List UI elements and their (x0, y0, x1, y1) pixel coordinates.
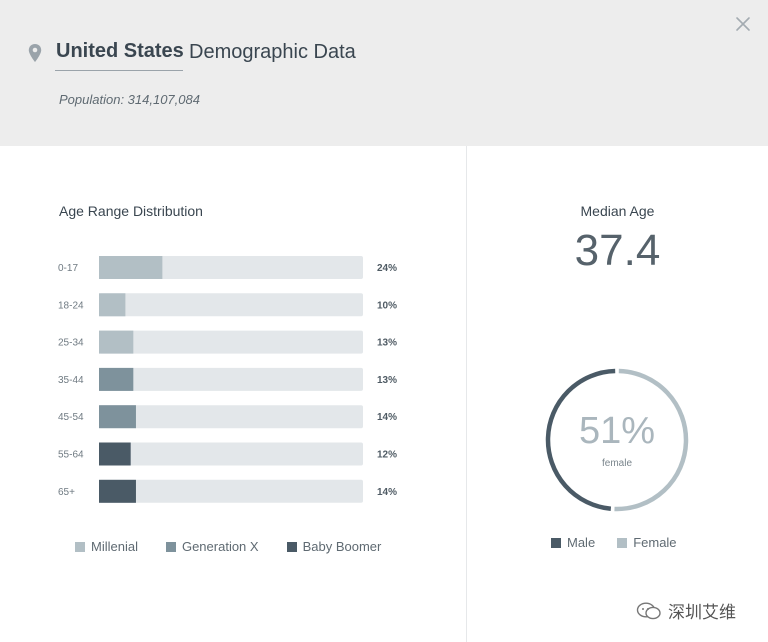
watermark-text: 深圳艾维 (668, 603, 736, 622)
bar-value-label: 12% (377, 450, 397, 461)
close-icon[interactable] (733, 14, 753, 34)
header: United States Demographic Data Populatio… (0, 0, 768, 146)
legend-item-baby-boomer: Baby Boomer (286, 539, 382, 554)
legend-item-generation-x: Generation X (165, 539, 259, 554)
legend-item-male: Male (551, 535, 595, 550)
legend-label: Millenial (91, 539, 138, 554)
bar (99, 293, 126, 317)
bar-value-label: 13% (377, 338, 397, 349)
bar-track (99, 442, 363, 466)
age-distribution-chart: 0-17 24% 18-24 10% 25-34 13% 35-44 13% 45-54 14% 5… (58, 256, 397, 503)
bar-track (99, 367, 363, 391)
donut-segment-female (614, 368, 689, 512)
bar-value-label: 14% (377, 412, 397, 423)
bar (99, 256, 163, 279)
age-legend: Millenial Generation X Baby Boomer (75, 539, 381, 554)
legend-label: Baby Boomer (302, 539, 382, 554)
bar-category-label: 65+ (58, 487, 75, 498)
age-distribution-title: Age Range Distribution (59, 203, 203, 219)
bar (99, 479, 136, 503)
bar-value-label: 13% (377, 375, 397, 386)
bar-track (99, 293, 363, 317)
legend-swatch (75, 541, 85, 552)
bar-category-label: 55-64 (58, 450, 84, 461)
legend-swatch (551, 537, 561, 548)
watermark: 深圳艾维 (636, 598, 736, 623)
bar-category-label: 18-24 (58, 300, 84, 311)
female-percent: 51% (578, 410, 656, 452)
bar-category-label: 45-54 (58, 412, 84, 423)
location-pin-icon (28, 44, 42, 62)
donut-segment-male (545, 368, 616, 511)
bar-value-label: 24% (377, 263, 397, 274)
bar (99, 442, 131, 466)
population-text: Population: 314,107,084 (59, 92, 200, 107)
page-title: Demographic Data (189, 41, 356, 63)
legend-swatch (617, 537, 628, 548)
median-age-title: Median Age (580, 203, 655, 219)
bar (99, 367, 134, 391)
bar-track (99, 479, 363, 503)
gender-legend: Male Female (551, 535, 677, 550)
legend-swatch (165, 541, 176, 552)
bar-track (99, 405, 363, 429)
country-name[interactable]: United States (56, 40, 184, 62)
gender-donut-chart (545, 368, 689, 512)
chat-bubble-icon (636, 601, 661, 619)
legend-label: Male (567, 535, 596, 550)
female-label: female (601, 458, 632, 469)
panel-divider (466, 146, 467, 642)
legend-item-millenial: Millenial (75, 539, 138, 554)
legend-label: Generation X (181, 539, 259, 554)
bar (99, 330, 134, 354)
bar-category-label: 0-17 (58, 263, 78, 274)
bar-category-label: 25-34 (58, 338, 84, 349)
legend-swatch (286, 541, 297, 552)
median-age-value: 37.4 (574, 226, 661, 275)
legend-label: Female (633, 535, 677, 550)
legend-item-female: Female (617, 535, 677, 550)
country-underline (55, 70, 183, 71)
bar (99, 405, 136, 429)
bar-value-label: 14% (377, 487, 397, 498)
bar-category-label: 35-44 (58, 375, 84, 386)
bar-track (99, 330, 363, 354)
bar-track (99, 256, 363, 279)
bar-value-label: 10% (377, 300, 397, 311)
